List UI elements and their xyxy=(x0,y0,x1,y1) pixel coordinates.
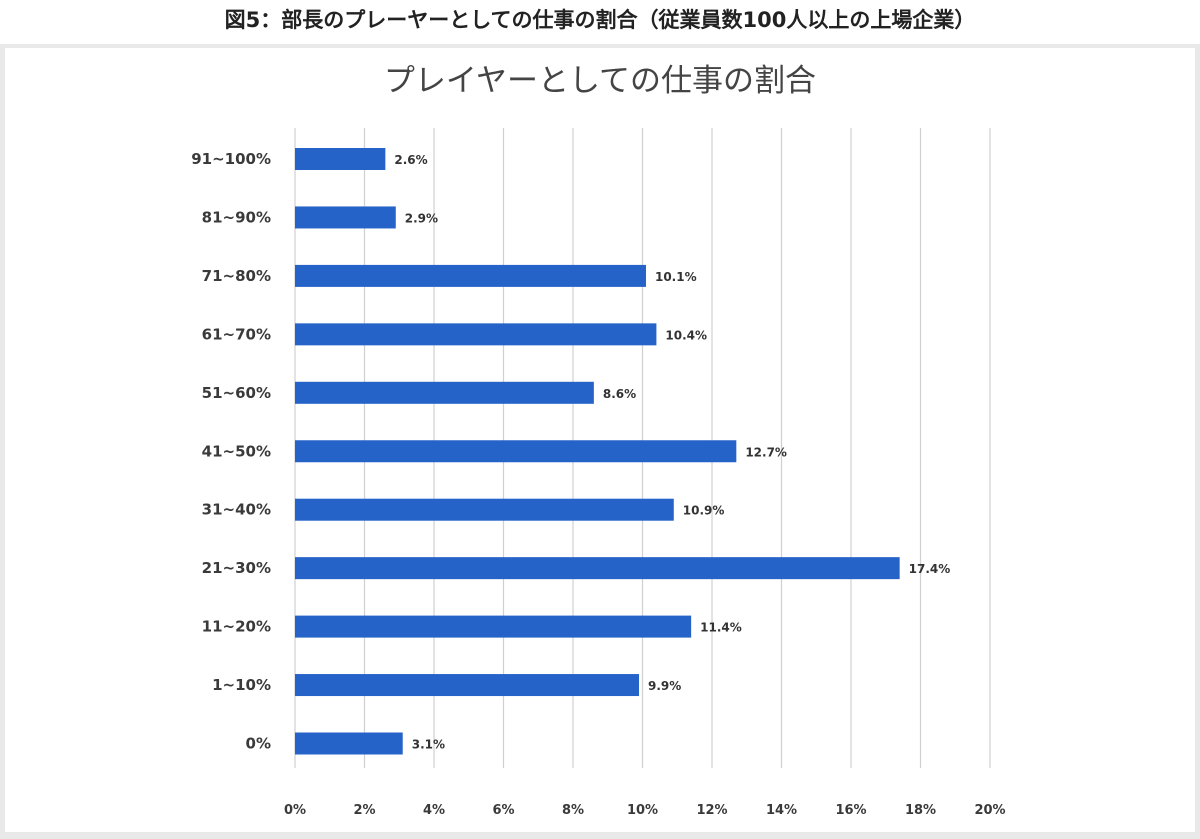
x-tick-label: 2% xyxy=(353,803,375,818)
bar xyxy=(295,732,403,755)
category-label: 61~70% xyxy=(202,325,271,343)
bar xyxy=(295,323,657,346)
x-tick-label: 20% xyxy=(974,803,1005,818)
data-label: 10.9% xyxy=(683,504,725,518)
x-tick-label: 4% xyxy=(423,803,445,818)
category-label: 0% xyxy=(246,735,271,753)
data-label: 11.4% xyxy=(700,621,742,635)
data-label: 8.6% xyxy=(603,387,636,401)
bar xyxy=(295,557,900,580)
x-tick-label: 8% xyxy=(562,803,584,818)
chart-title: プレイヤーとしての仕事の割合 xyxy=(384,63,816,99)
category-label: 21~30% xyxy=(202,559,271,577)
category-label: 11~20% xyxy=(202,618,271,636)
x-tick-labels: 0% 2% 4% 6% 8% 10% 12% 14% 16% 18% 20% xyxy=(284,803,1006,818)
x-tick-label: 14% xyxy=(766,803,797,818)
bars xyxy=(295,148,900,755)
bar xyxy=(295,381,594,404)
data-label: 3.1% xyxy=(412,738,445,752)
data-label: 2.6% xyxy=(394,153,427,167)
data-label: 12.7% xyxy=(745,445,787,459)
category-label: 51~60% xyxy=(202,384,271,402)
bar xyxy=(295,615,692,638)
value-labels: 2.6% 2.9% 10.1% 10.4% 8.6% 12.7% 10.9% 17.4% 11.… xyxy=(394,153,950,752)
x-tick-label: 12% xyxy=(696,803,727,818)
category-label: 71~80% xyxy=(202,267,271,285)
x-tick-label: 10% xyxy=(627,803,658,818)
data-label: 10.4% xyxy=(665,328,707,342)
data-label: 9.9% xyxy=(648,679,681,693)
figure-caption: 図5：部長のプレーヤーとしての仕事の割合（従業員数100人以上の上場企業） xyxy=(224,8,976,32)
data-label: 10.1% xyxy=(655,270,697,284)
category-labels: 91~100% 81~90% 71~80% 61~70% 51~60% 41~50% 31~… xyxy=(191,150,271,753)
chart-panel: プレイヤーとしての仕事の割合 91~100% 81~90% 71~80% 61~70%… xyxy=(5,48,1195,832)
bar xyxy=(295,440,737,463)
x-tick-label: 6% xyxy=(492,803,514,818)
x-tick-label: 18% xyxy=(905,803,936,818)
data-label: 2.9% xyxy=(405,211,438,225)
bar xyxy=(295,498,674,521)
category-label: 41~50% xyxy=(202,442,271,460)
x-tick-label: 16% xyxy=(835,803,866,818)
category-label: 81~90% xyxy=(202,208,271,226)
bar xyxy=(295,206,396,229)
category-label: 1~10% xyxy=(212,676,271,694)
bar-chart: プレイヤーとしての仕事の割合 91~100% 81~90% 71~80% 61~70%… xyxy=(191,63,1006,818)
bar xyxy=(295,148,386,170)
bar xyxy=(295,264,646,287)
chart-frame: プレイヤーとしての仕事の割合 91~100% 81~90% 71~80% 61~70%… xyxy=(0,44,1200,839)
bar xyxy=(295,674,640,697)
category-label: 91~100% xyxy=(191,150,271,168)
x-tick-label: 0% xyxy=(284,803,306,818)
category-label: 31~40% xyxy=(202,501,271,519)
data-label: 17.4% xyxy=(909,562,951,576)
